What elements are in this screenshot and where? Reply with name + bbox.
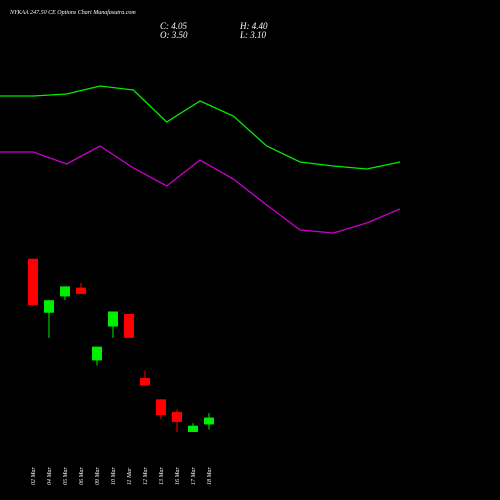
x-tick-label: 18 Mar (207, 467, 213, 485)
x-tick-label: 11 Mar (127, 467, 133, 485)
candle-body (204, 417, 214, 425)
candle-body (60, 286, 70, 297)
x-tick-label: 02 Mar (31, 467, 37, 485)
candle-body (140, 378, 150, 386)
info-high: H: 4.40 (239, 21, 268, 31)
x-tick-label: 13 Mar (159, 467, 165, 485)
info-low: L: 3.10 (239, 30, 267, 40)
candle-body (172, 411, 182, 422)
x-tick-label: 04 Mar (46, 467, 53, 485)
candle-body (28, 258, 38, 306)
x-tick-label: 06 Mar (79, 467, 85, 485)
x-tick-label: 09 Mar (95, 467, 101, 485)
candle-body (188, 425, 198, 432)
candle-body (156, 399, 166, 416)
candle-body (76, 287, 86, 294)
candle-body (124, 313, 134, 338)
indicator-line (0, 85, 401, 170)
x-tick-label: 05 Mar (63, 467, 69, 485)
indicator-line (0, 145, 401, 234)
x-tick-label: 12 Mar (143, 467, 149, 485)
candle-body (108, 311, 118, 327)
x-tick-label: 10 Mar (111, 467, 117, 485)
x-tick-label: 16 Mar (175, 467, 181, 485)
info-open: O: 3.50 (160, 30, 188, 40)
chart-title: NYKAA 247.50 CE Options Chart Munafasutr… (9, 9, 136, 16)
x-tick-label: 17 Mar (191, 467, 197, 485)
candle-body (92, 346, 102, 361)
candle-body (44, 300, 54, 313)
info-close: C: 4.05 (160, 21, 188, 31)
